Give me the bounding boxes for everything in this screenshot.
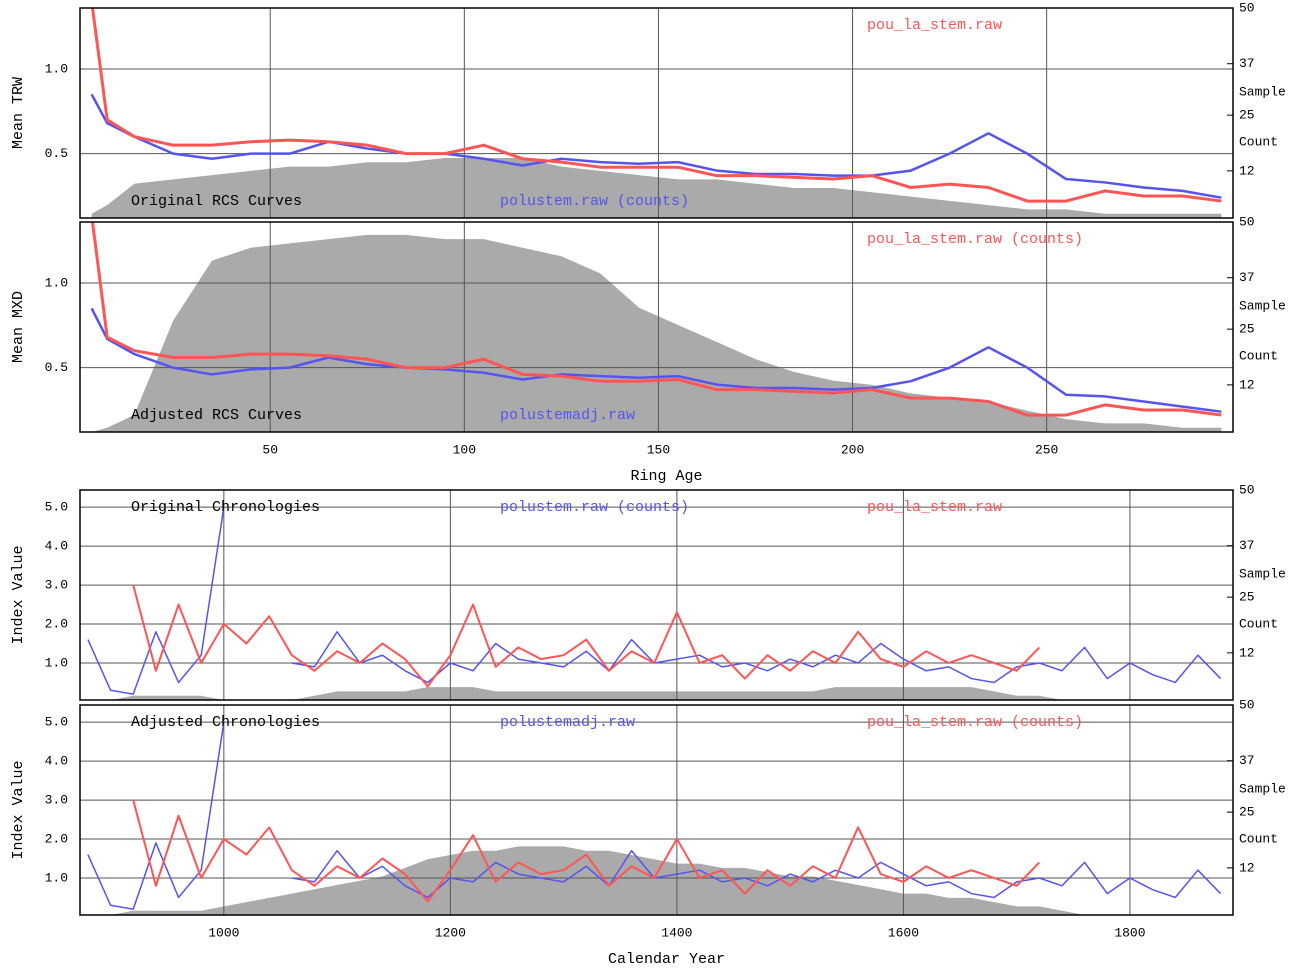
y-tick-label: 2.0 [45, 831, 68, 846]
plot-frame [79, 704, 1234, 916]
y-axis-label: Index Value [10, 760, 27, 859]
y-tick-label: 3.0 [45, 793, 68, 808]
x-tick-label: 1600 [888, 925, 919, 940]
y-tick-label: 5.0 [45, 500, 68, 515]
x-tick-label: 1400 [661, 925, 692, 940]
legend-label: polustem.raw (counts) [500, 499, 689, 516]
data-line [90, 307, 1222, 413]
y2-tick-label: 50 [1239, 482, 1255, 497]
y2-tick-label: 25 [1239, 108, 1255, 123]
y2-tick-label: 25 [1239, 805, 1255, 820]
data-line [132, 584, 1041, 688]
count-area [91, 158, 1222, 218]
panel-label: Original RCS Curves [131, 193, 302, 210]
y-tick-label: 4.0 [45, 754, 68, 769]
x-tick-label: 1200 [435, 925, 466, 940]
y-tick-label: 0.5 [45, 360, 68, 375]
y2-tick-label: 37 [1239, 538, 1255, 553]
plot-frame [79, 221, 1234, 433]
y2-axis-label: Sample [1239, 298, 1286, 313]
count-area [87, 687, 1221, 700]
y2-tick-label: 50 [1239, 214, 1255, 229]
y2-tick-label: 37 [1239, 753, 1255, 768]
panel-label: Adjusted Chronologies [131, 714, 320, 731]
y-axis-label: Mean MXD [10, 291, 27, 363]
legend-label: polustemadj.raw [500, 714, 635, 731]
y2-tick-label: 37 [1239, 56, 1255, 71]
y2-axis-label: Count [1239, 134, 1278, 149]
y2-tick-label: 25 [1239, 322, 1255, 337]
y2-tick-label: 37 [1239, 270, 1255, 285]
x-axis-label: Calendar Year [608, 951, 725, 968]
data-line [87, 507, 1222, 695]
y-axis-label: Mean TRW [10, 77, 27, 149]
data-line [90, 222, 1222, 417]
x-tick-label: 50 [262, 442, 278, 457]
y-tick-label: 1.0 [45, 870, 68, 885]
plot-frame [79, 7, 1234, 219]
plot-area [80, 490, 1233, 700]
y-tick-label: 5.0 [45, 715, 68, 730]
y2-axis-label: Count [1239, 616, 1278, 631]
y-tick-label: 1.0 [45, 61, 68, 76]
y2-tick-label: 25 [1239, 590, 1255, 605]
y-tick-label: 1.0 [45, 275, 68, 290]
y-tick-label: 0.5 [45, 146, 68, 161]
x-tick-label: 250 [1035, 442, 1058, 457]
y2-axis-label: Sample [1239, 566, 1286, 581]
legend-label: pou_la_stem.raw [867, 17, 1002, 34]
x-tick-label: 150 [647, 442, 670, 457]
x-tick-label: 1800 [1114, 925, 1145, 940]
y2-axis-label: Count [1239, 831, 1278, 846]
plot-frame [79, 489, 1234, 701]
plot-area [80, 222, 1233, 432]
count-area [91, 234, 1222, 432]
panel-label: Adjusted RCS Curves [131, 407, 302, 424]
panel-label: Original Chronologies [131, 499, 320, 516]
y2-tick-label: 12 [1239, 377, 1255, 392]
y-axis-label: Index Value [10, 545, 27, 644]
legend-label: polustem.raw (counts) [500, 193, 689, 210]
y-tick-label: 3.0 [45, 578, 68, 593]
data-line [91, 8, 1222, 203]
y2-axis-label: Count [1239, 348, 1278, 363]
legend-label: polustemadj.raw [500, 407, 635, 424]
y-tick-label: 1.0 [45, 655, 68, 670]
x-tick-label: 1000 [208, 925, 239, 940]
x-tick-label: 100 [453, 442, 476, 457]
y2-axis-label: Sample [1239, 781, 1286, 796]
y2-tick-label: 50 [1239, 697, 1255, 712]
data-line [90, 93, 1222, 199]
x-tick-label: 200 [841, 442, 864, 457]
legend-label: pou_la_stem.raw [867, 499, 1002, 516]
y2-tick-label: 12 [1239, 163, 1255, 178]
plot-area [80, 705, 1233, 915]
legend-label: pou_la_stem.raw (counts) [867, 714, 1083, 731]
x-axis-label: Ring Age [630, 468, 702, 485]
count-area [87, 846, 1221, 915]
data-line [132, 799, 1041, 903]
plot-area [80, 8, 1233, 218]
y-tick-label: 2.0 [45, 616, 68, 631]
y2-tick-label: 50 [1239, 0, 1255, 15]
legend-label: pou_la_stem.raw (counts) [867, 231, 1083, 248]
y-tick-label: 4.0 [45, 539, 68, 554]
y2-axis-label: Sample [1239, 84, 1286, 99]
y2-tick-label: 12 [1239, 860, 1255, 875]
y2-tick-label: 12 [1239, 645, 1255, 660]
